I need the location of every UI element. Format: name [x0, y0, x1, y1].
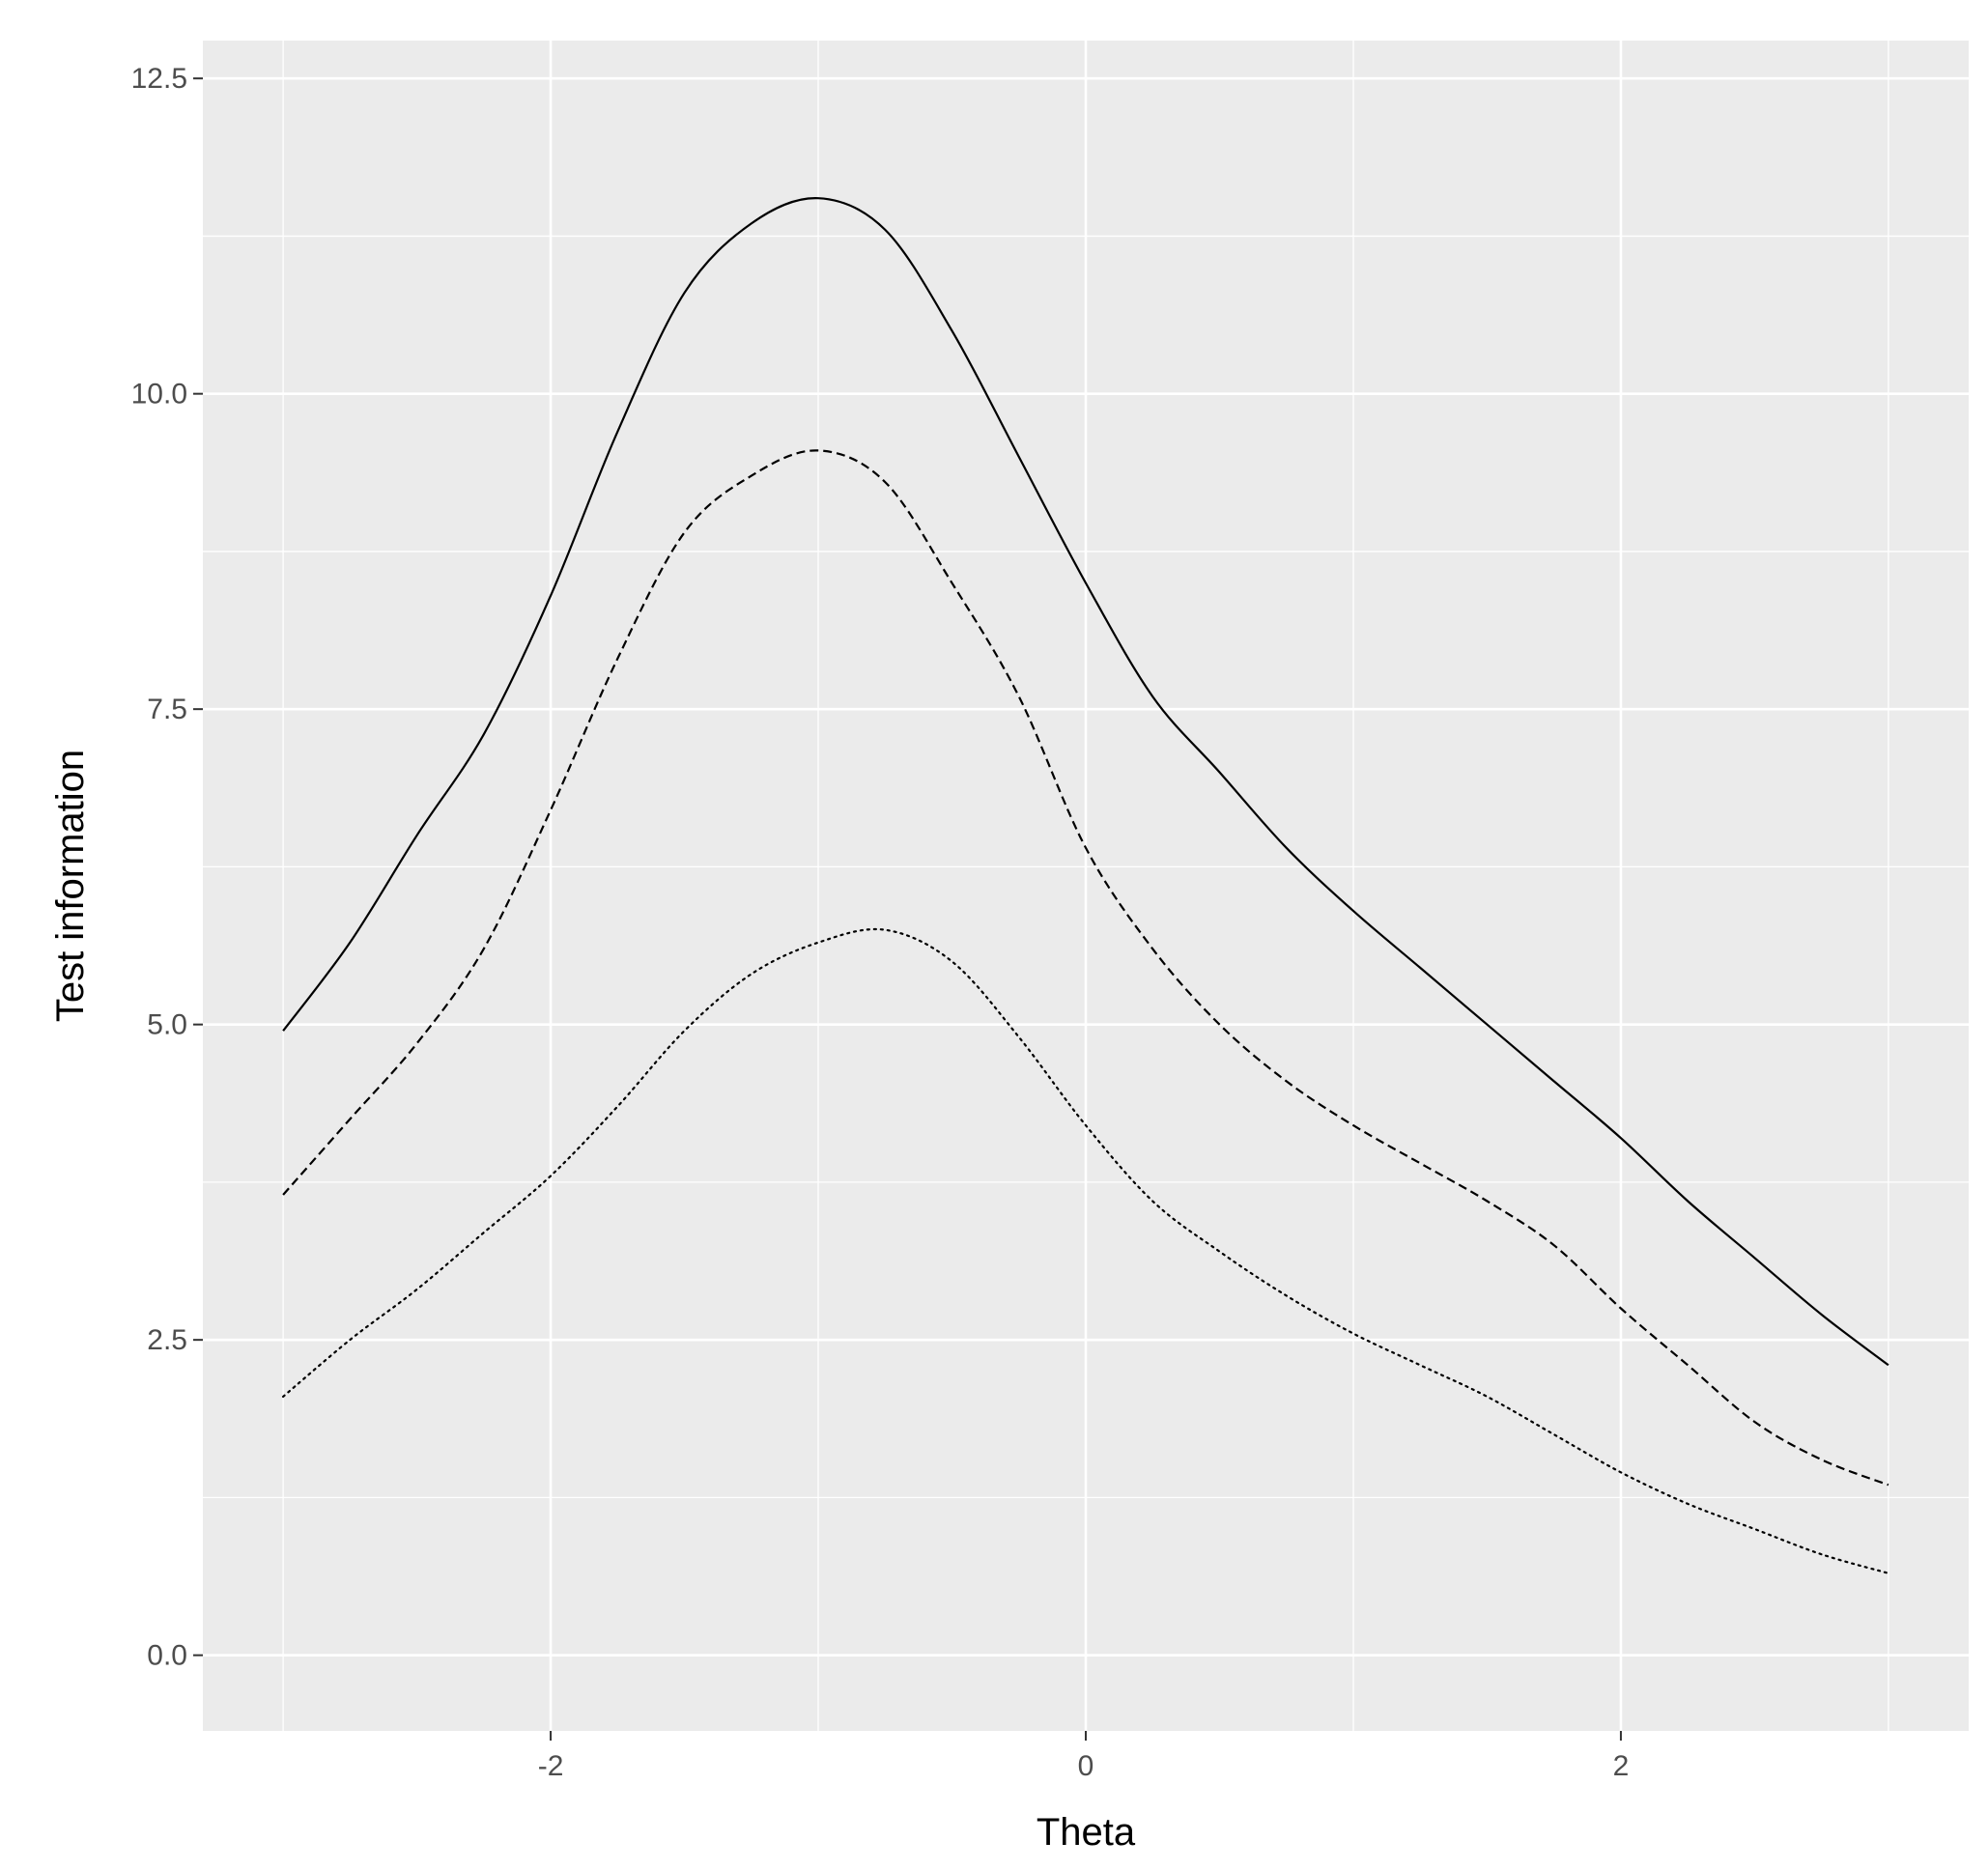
x-axis-ticks: -2 0 2	[538, 1731, 1630, 1782]
y-tick-label: 12.5	[131, 63, 187, 95]
x-tick-label: 2	[1613, 1750, 1630, 1782]
series-line-solid	[282, 197, 1889, 1367]
y-tick-label: 10.0	[131, 379, 187, 411]
x-axis-title: Theta	[1037, 1811, 1136, 1854]
y-tick-label: 2.5	[147, 1324, 187, 1356]
y-axis-title: Test information	[49, 750, 92, 1022]
series-lines	[282, 197, 1889, 1574]
y-tick-label: 0.0	[147, 1640, 187, 1672]
x-tick-label: -2	[538, 1750, 564, 1782]
x-tick-label: 0	[1078, 1750, 1094, 1782]
y-tick-label: 5.0	[147, 1009, 187, 1041]
y-tick-label: 7.5	[147, 694, 187, 725]
series-line-dotted	[282, 927, 1889, 1574]
y-axis-ticks: 0.0 2.5 5.0 7.5 10.0 12.5	[131, 63, 203, 1672]
series-line-dashed	[282, 449, 1889, 1487]
